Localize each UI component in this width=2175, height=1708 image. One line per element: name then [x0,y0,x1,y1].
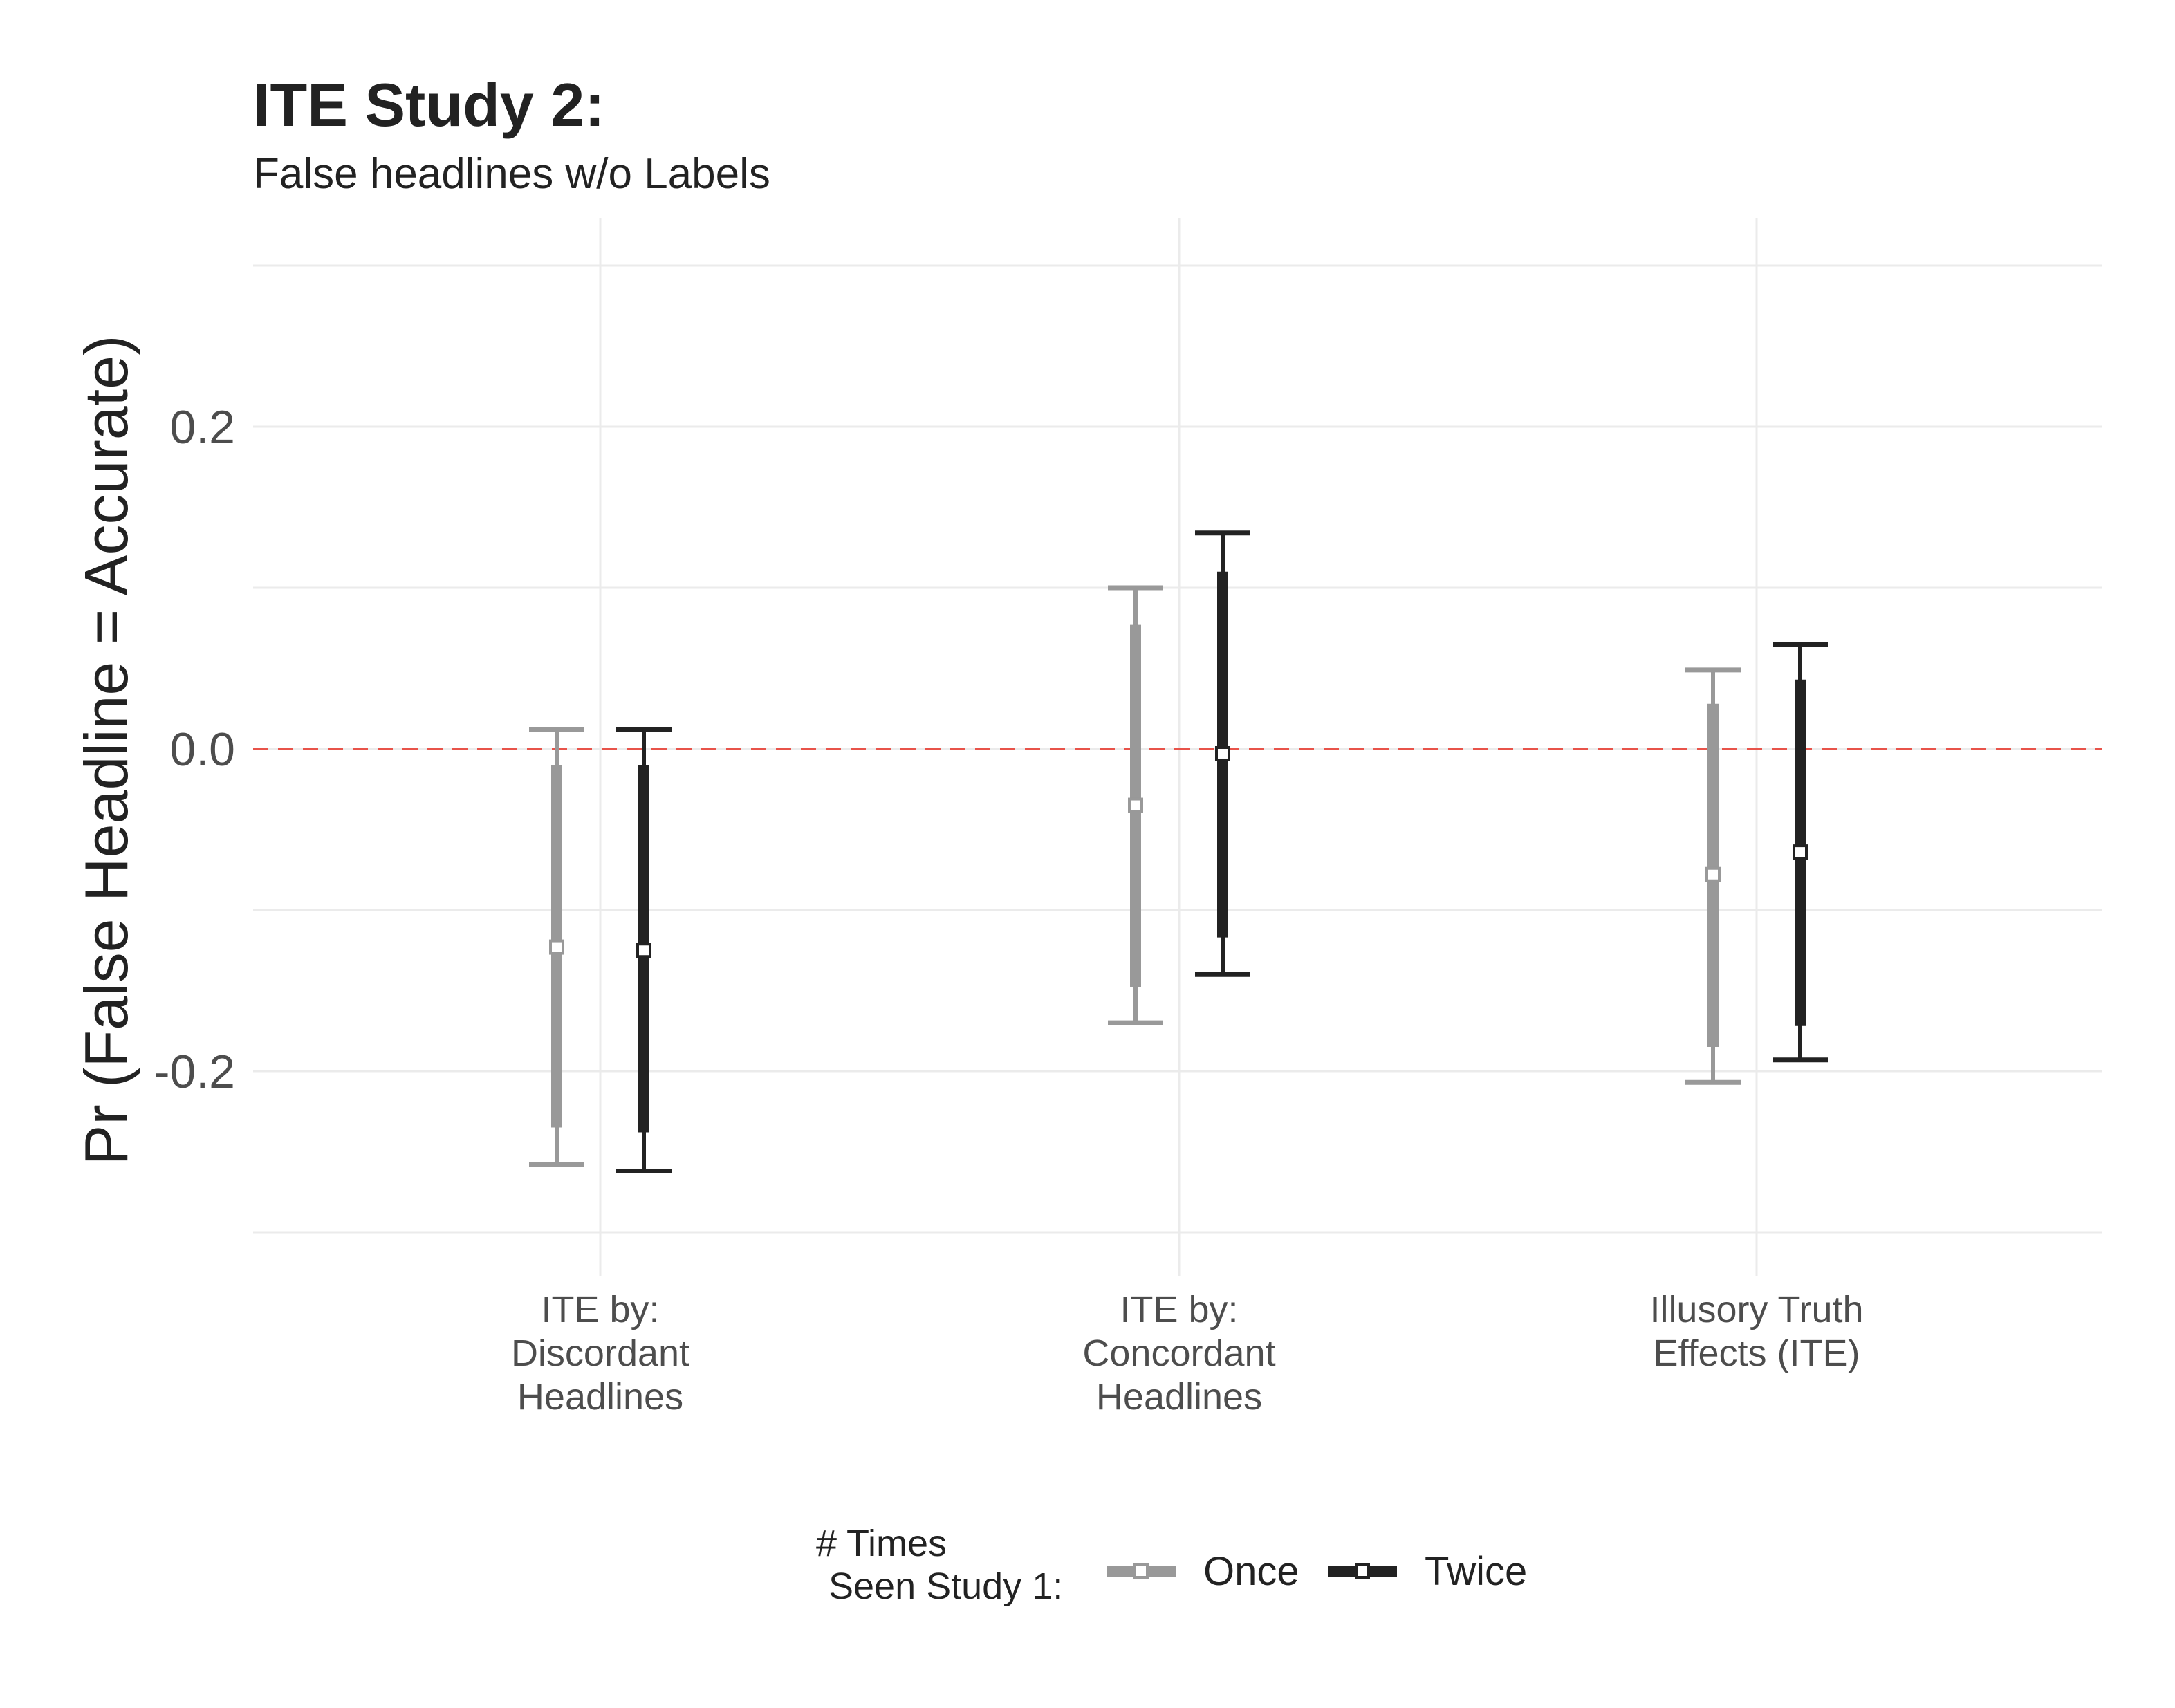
legend-label: Twice [1425,1549,1527,1594]
y-tick-labels: -0.2 0.0 0.2 [154,401,235,1098]
legend-key-point [1133,1563,1149,1579]
y-tick-label: -0.2 [154,1046,235,1098]
legend-title: # Times Seen Study 1: [816,1523,1063,1607]
errorbar-twice [616,727,672,1173]
error-bars [529,530,1828,1173]
legend-item-once: Once [1107,1549,1299,1594]
grid-lines [253,218,2102,1276]
point-estimate [1128,797,1143,813]
point-estimate [549,939,564,955]
legend-item-twice: Twice [1328,1549,1527,1594]
errorbar-twice [1195,530,1250,977]
errorbar-once [1108,585,1163,1025]
x-tick-label: Illusory Truth Effects (ITE) [1649,1289,1863,1374]
legend-label: Once [1203,1549,1299,1594]
x-tick-labels: ITE by: Discordant Headlines ITE by: Concord… [511,1289,1864,1418]
errorbar-twice [1773,642,1828,1063]
errorbar-once [1685,667,1741,1085]
x-tick-label: ITE by: Concordant Headlines [1082,1289,1275,1418]
y-tick-label: 0.2 [169,401,235,454]
x-tick-label: ITE by: Discordant Headlines [511,1289,689,1418]
point-estimate [1705,866,1721,882]
errorbar-once [529,727,584,1167]
legend-key-point [1355,1563,1370,1579]
point-estimate [1793,844,1808,860]
y-axis-label: Pr (False Headline = Accurate) [72,335,140,1166]
legend: # Times Seen Study 1: Once Twice [816,1523,1527,1607]
chart-subtitle: False headlines w/o Labels [253,150,770,198]
point-estimate [636,943,651,958]
point-estimate [1215,745,1230,761]
y-tick-label: 0.0 [169,723,235,776]
chart-title: ITE Study 2: [253,71,605,139]
